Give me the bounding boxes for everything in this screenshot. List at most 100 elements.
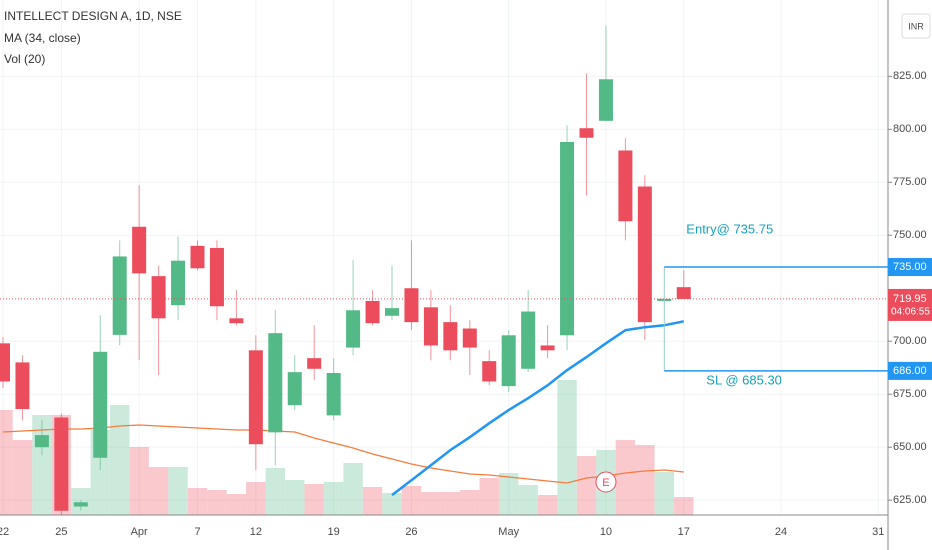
volume-bar (304, 484, 324, 515)
candle-body (365, 300, 380, 324)
candle-body (248, 350, 263, 445)
price-pane: Entry@ 735.75 SL @ 685.30 (0, 25, 888, 515)
candle-body (307, 358, 322, 369)
volume-bar (168, 467, 188, 515)
volume-bar (421, 492, 441, 515)
volume-bar (148, 467, 169, 515)
candle-body (93, 351, 108, 458)
candle-body (540, 345, 555, 351)
candle-body (73, 502, 88, 507)
candle-body (34, 435, 49, 448)
x-tick-label: Apr (131, 526, 148, 538)
candle-body (346, 310, 361, 348)
indicator-legend: MA (34, close) (4, 31, 81, 45)
candle-body (209, 247, 224, 307)
x-tick-label: 25 (55, 526, 67, 538)
x-tick-label: 12 (250, 526, 262, 538)
candle-body (112, 256, 127, 335)
candle-body (151, 276, 166, 319)
level-tag (888, 361, 932, 380)
volume-bar (343, 463, 363, 515)
y-tick-label: 650.00 (893, 441, 927, 453)
volume-bar (12, 440, 33, 515)
candle-body (560, 141, 575, 336)
countdown-label: 04:06:55 (891, 307, 930, 318)
candle-body (443, 322, 458, 351)
volume-bar (362, 487, 383, 515)
x-tick-label: May (498, 526, 519, 538)
indicator-legend: Vol (20) (4, 52, 45, 66)
earnings-marker-label: E (602, 477, 609, 489)
x-tick-label: 7 (194, 526, 200, 538)
y-tick-label: 800.00 (893, 123, 927, 135)
volume-bar (323, 482, 344, 515)
volume-bar (440, 492, 461, 515)
candle-body (521, 311, 536, 369)
candle-body (579, 128, 594, 138)
candle-body (132, 226, 147, 274)
volume-bar (518, 485, 538, 515)
level-tag-label: 735.00 (893, 261, 927, 273)
volume-bar (226, 494, 247, 515)
volume-bar (674, 497, 694, 515)
y-tick-label: 675.00 (893, 388, 927, 400)
candle-body (404, 288, 419, 323)
earnings-marker (595, 471, 617, 493)
candle-body (15, 362, 30, 410)
candle-body (385, 308, 399, 316)
candle-body (287, 372, 302, 406)
candle-body (229, 318, 244, 324)
candle-body (423, 307, 438, 346)
volume-bar (285, 480, 305, 515)
x-tick-label: 10 (600, 526, 612, 538)
x-tick-label: 19 (328, 526, 340, 538)
level-tag-label: 686.00 (893, 365, 927, 377)
y-tick-label: 700.00 (893, 335, 927, 347)
x-tick-label: 17 (678, 526, 690, 538)
ma-line (2, 424, 684, 484)
volume-bar (576, 456, 597, 515)
candle-body (637, 186, 652, 323)
candle-body (54, 417, 69, 511)
candle-body (501, 335, 516, 387)
chart-title: INTELLECT DESIGN A, 1D, NSE (4, 9, 182, 23)
x-tick-label: 26 (405, 526, 417, 538)
volume-bar (110, 405, 130, 515)
volume-bar (265, 468, 285, 515)
candle-body (618, 150, 633, 222)
candle-body (676, 287, 691, 299)
candle-body (0, 343, 10, 382)
currency-button[interactable] (901, 13, 931, 39)
candle-body (482, 361, 497, 382)
volume-bar (557, 380, 577, 515)
y-tick-label: 775.00 (893, 176, 927, 188)
candle-body (326, 373, 341, 416)
y-tick-label: 825.00 (893, 70, 927, 82)
candle-body (462, 328, 477, 348)
volume-bar (382, 493, 402, 515)
volume-bar (187, 488, 208, 515)
candle-body (171, 260, 186, 306)
volume-bar (479, 478, 499, 515)
volume-bar (129, 447, 149, 515)
level-note: SL @ 685.30 (706, 372, 782, 387)
volume-bar (635, 445, 655, 515)
ma-line (391, 320, 685, 497)
candle-body (268, 333, 283, 433)
x-tick-label: 24 (775, 526, 787, 538)
volume-bar (0, 410, 13, 515)
volume-bar (654, 472, 674, 515)
volume-bar (537, 495, 558, 515)
y-tick-label: 625.00 (893, 494, 927, 506)
level-note: Entry@ 735.75 (686, 221, 773, 236)
last-price-tag (888, 288, 932, 321)
currency-label[interactable]: INR (908, 21, 924, 31)
y-tick-label: 750.00 (893, 229, 927, 241)
volume-bar (401, 486, 422, 515)
last-price-label: 719.95 (893, 293, 927, 305)
x-tick-label: 22 (0, 526, 9, 538)
x-tick-label: 31 (872, 526, 884, 538)
volume-bar (499, 473, 519, 515)
